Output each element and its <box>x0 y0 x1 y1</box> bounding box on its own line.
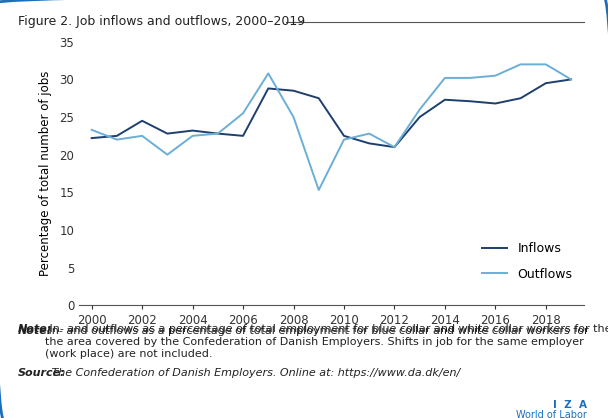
Outflows <box>189 133 196 138</box>
Inflows <box>416 115 423 120</box>
Inflows <box>113 133 120 138</box>
Y-axis label: Percentage of total number of jobs: Percentage of total number of jobs <box>40 71 52 276</box>
Outflows <box>466 75 474 80</box>
Outflows <box>567 77 575 82</box>
Inflows <box>542 81 550 86</box>
Line: Inflows: Inflows <box>92 79 571 147</box>
Inflows <box>88 135 95 140</box>
Inflows <box>139 118 146 123</box>
Inflows <box>492 101 499 106</box>
Outflows <box>264 71 272 76</box>
Text: In- and outflows as a percentage of total employment for blue collar and white c: In- and outflows as a percentage of tota… <box>44 326 588 359</box>
Inflows <box>164 131 171 136</box>
Text: Note:: Note: <box>18 324 52 334</box>
Outflows <box>290 115 297 120</box>
Outflows <box>365 131 373 136</box>
Text: In- and outflows as a percentage of total employment for blue collar and white c: In- and outflows as a percentage of tota… <box>46 324 608 334</box>
Inflows <box>441 97 449 102</box>
Outflows <box>214 131 221 136</box>
Text: World of Labor: World of Labor <box>516 410 587 418</box>
Inflows <box>240 133 247 138</box>
Inflows <box>315 96 322 101</box>
Outflows <box>164 152 171 157</box>
Outflows <box>441 75 449 80</box>
Outflows <box>542 62 550 67</box>
Outflows <box>416 107 423 112</box>
Outflows <box>492 73 499 78</box>
Inflows <box>466 99 474 104</box>
Outflows <box>139 133 146 138</box>
Inflows <box>189 128 196 133</box>
Inflows <box>517 96 524 101</box>
Inflows <box>365 141 373 146</box>
Outflows <box>88 127 95 133</box>
Text: I  Z  A: I Z A <box>553 400 587 410</box>
Inflows <box>340 133 348 138</box>
Outflows <box>391 145 398 150</box>
Text: Note:: Note: <box>18 326 52 336</box>
Text: Source:: Source: <box>18 368 66 378</box>
Outflows <box>517 62 524 67</box>
Line: Outflows: Outflows <box>92 64 571 190</box>
Outflows <box>340 137 348 142</box>
Inflows <box>264 86 272 91</box>
Outflows <box>240 111 247 116</box>
Legend: Inflows, Outflows: Inflows, Outflows <box>477 237 578 286</box>
Inflows <box>391 145 398 150</box>
Text: Figure 2. Job inflows and outflows, 2000–2019: Figure 2. Job inflows and outflows, 2000… <box>18 15 305 28</box>
Text: The Confederation of Danish Employers. Online at: https://www.da.dk/en/: The Confederation of Danish Employers. O… <box>48 368 460 378</box>
Inflows <box>567 77 575 82</box>
Outflows <box>113 137 120 142</box>
Inflows <box>214 131 221 136</box>
Inflows <box>290 88 297 93</box>
Outflows <box>315 188 322 193</box>
